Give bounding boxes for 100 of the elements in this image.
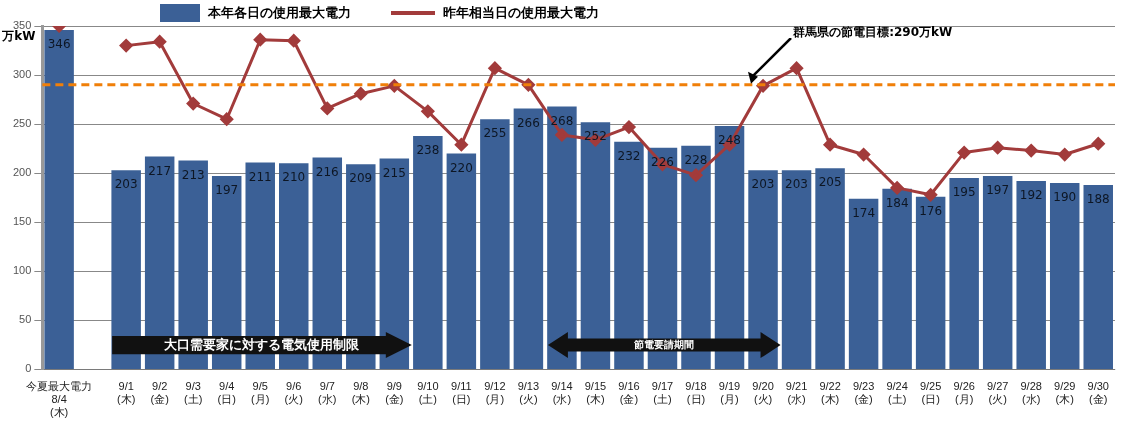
x-tick-label: 9/15(木) [584, 380, 607, 406]
bar [915, 196, 946, 369]
point [488, 61, 502, 75]
point [555, 128, 569, 142]
x-tick-label: 9/16(金) [618, 380, 640, 406]
data-label: 255 [483, 126, 507, 141]
point [153, 35, 167, 49]
x-tick-label: 9/6(火) [284, 380, 303, 406]
data-label: 232 [617, 148, 641, 163]
data-label: 203 [785, 177, 809, 192]
x-tick-label: 9/27(火) [986, 380, 1009, 406]
point [857, 148, 871, 162]
x-tick-label: 9/17(土) [651, 380, 674, 406]
point [320, 101, 334, 115]
bar [614, 141, 644, 369]
bar [547, 106, 577, 369]
bar [949, 178, 979, 369]
data-label: 238 [416, 143, 440, 158]
bar [748, 170, 778, 369]
bar [1016, 181, 1046, 369]
x-tick-label: 9/26(月) [953, 380, 975, 406]
legend-label: 本年各日の使用最大電力 [208, 4, 351, 22]
y-tick-label: 250 [12, 117, 32, 130]
annotation: 節電要請期間 [634, 338, 695, 353]
point [991, 141, 1005, 155]
data-label: 205 [818, 175, 842, 190]
y-tick-label: 300 [12, 68, 32, 81]
data-label: 213 [181, 167, 205, 182]
point [119, 39, 133, 53]
x-tick-label: 9/14(水) [551, 380, 573, 406]
data-label: 203 [751, 177, 775, 192]
bar [714, 126, 745, 369]
data-label: 203 [114, 177, 138, 192]
x-tick-label: 9/29(木) [1054, 380, 1076, 406]
data-label: 174 [852, 205, 876, 220]
point [186, 97, 200, 111]
data-label: 188 [1086, 192, 1110, 207]
data-label: 197 [986, 183, 1010, 198]
x-tick-label: 9/4(日) [217, 380, 236, 406]
data-label: 195 [952, 185, 976, 200]
point [421, 104, 435, 118]
ref-line-label: 群馬県の節電目標:290万kW [793, 24, 953, 41]
x-tick-label: 9/1(木) [116, 380, 136, 406]
bar [580, 122, 611, 369]
x-tick-label: 9/11(日) [451, 380, 472, 406]
data-label: 216 [315, 164, 339, 179]
annotation: 大口需要家に対する電気使用制限 [164, 336, 360, 355]
point [454, 138, 468, 152]
y-tick-label: 0 [25, 362, 32, 375]
y-tick-label: 200 [12, 166, 32, 179]
x-tick-label: 9/12(月) [484, 380, 506, 406]
point [957, 146, 971, 160]
point [1024, 144, 1038, 158]
bar [446, 153, 477, 369]
x-tick-label: 9/10(土) [417, 380, 439, 406]
point [1091, 137, 1105, 151]
point [287, 34, 301, 48]
bar [815, 168, 845, 369]
x-tick-label: 今夏最大電力 8/4(木) [26, 380, 93, 419]
x-tick-label: 9/22(木) [819, 380, 841, 406]
x-tick-label: 9/3(土) [184, 380, 203, 406]
bar [413, 135, 443, 369]
x-tick-label: 9/19(月) [718, 380, 741, 406]
data-label: 220 [449, 160, 473, 175]
bar [781, 170, 812, 369]
point [924, 188, 938, 202]
data-label: 215 [382, 165, 406, 180]
point [823, 138, 837, 152]
bar [1083, 184, 1113, 369]
bar [882, 188, 912, 369]
point [1058, 148, 1072, 162]
x-tick-label: 9/9(金) [385, 380, 404, 406]
x-tick-label: 9/13(火) [517, 380, 540, 406]
x-tick-label: 9/8(木) [351, 380, 370, 406]
bar [848, 198, 879, 369]
y-tick-label: 100 [12, 264, 32, 277]
y-tick-label: 150 [12, 215, 32, 228]
bar [346, 164, 376, 369]
x-tick-label: 9/2(金) [150, 380, 169, 406]
x-tick-label: 9/28(水) [1020, 380, 1042, 406]
data-label: 211 [248, 169, 272, 184]
bar [1049, 182, 1080, 369]
y-tick-label: 50 [19, 313, 32, 326]
point [790, 61, 804, 75]
data-label: 184 [885, 195, 909, 210]
data-label: 197 [215, 183, 239, 198]
x-tick-label: 9/18(日) [685, 380, 707, 406]
data-label: 266 [516, 115, 540, 130]
point [220, 112, 234, 126]
legend-label: 昨年相当日の使用最大電力 [443, 4, 599, 22]
x-tick-label: 9/24(土) [886, 380, 908, 406]
y-tick-label: 350 [12, 19, 32, 32]
point [689, 168, 703, 182]
point [354, 87, 368, 101]
bar [111, 170, 141, 369]
data-label: 210 [282, 170, 306, 185]
point [253, 33, 267, 47]
x-tick-label: 9/30(金) [1087, 380, 1109, 406]
x-tick-label: 9/25(日) [919, 380, 942, 406]
x-tick-label: 9/5(月) [251, 380, 270, 406]
